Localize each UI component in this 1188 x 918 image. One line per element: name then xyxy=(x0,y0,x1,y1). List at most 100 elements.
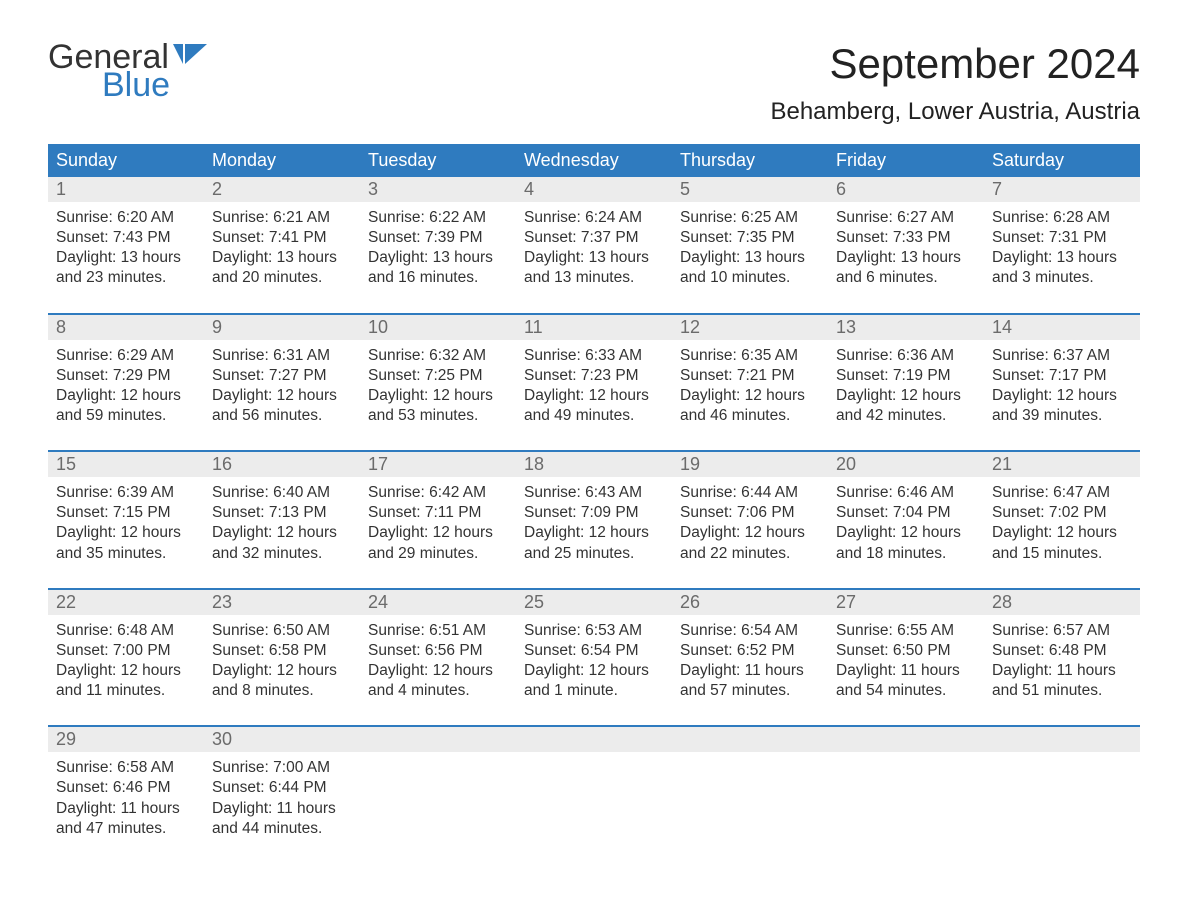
day-sunset: Sunset: 7:09 PM xyxy=(524,503,664,523)
day-dl2: and 46 minutes. xyxy=(680,406,820,426)
day-dl2: and 22 minutes. xyxy=(680,544,820,564)
day-sunrise: Sunrise: 6:51 AM xyxy=(368,621,508,641)
day-cell: Sunrise: 6:47 AMSunset: 7:02 PMDaylight:… xyxy=(984,477,1140,564)
day-number: 2 xyxy=(204,177,360,202)
day-sunrise: Sunrise: 6:31 AM xyxy=(212,346,352,366)
day-sunrise: Sunrise: 6:55 AM xyxy=(836,621,976,641)
day-dl1: Daylight: 12 hours xyxy=(992,523,1132,543)
day-sunset: Sunset: 7:15 PM xyxy=(56,503,196,523)
day-number: 26 xyxy=(672,590,828,615)
day-number: 23 xyxy=(204,590,360,615)
day-sunrise: Sunrise: 6:29 AM xyxy=(56,346,196,366)
day-sunset: Sunset: 7:00 PM xyxy=(56,641,196,661)
day-sunset: Sunset: 6:50 PM xyxy=(836,641,976,661)
day-sunrise: Sunrise: 6:28 AM xyxy=(992,208,1132,228)
day-sunset: Sunset: 7:33 PM xyxy=(836,228,976,248)
day-cell: Sunrise: 6:24 AMSunset: 7:37 PMDaylight:… xyxy=(516,202,672,289)
day-sunset: Sunset: 6:58 PM xyxy=(212,641,352,661)
day-dl2: and 51 minutes. xyxy=(992,681,1132,701)
day-number: 20 xyxy=(828,452,984,477)
logo-word-blue: Blue xyxy=(102,68,207,102)
day-sunset: Sunset: 7:37 PM xyxy=(524,228,664,248)
day-number: 13 xyxy=(828,315,984,340)
day-sunset: Sunset: 6:48 PM xyxy=(992,641,1132,661)
day-number: 25 xyxy=(516,590,672,615)
day-dl1: Daylight: 11 hours xyxy=(56,799,196,819)
day-sunset: Sunset: 7:23 PM xyxy=(524,366,664,386)
day-dl1: Daylight: 12 hours xyxy=(212,386,352,406)
day-sunset: Sunset: 7:29 PM xyxy=(56,366,196,386)
day-sunrise: Sunrise: 6:25 AM xyxy=(680,208,820,228)
day-sunrise: Sunrise: 6:32 AM xyxy=(368,346,508,366)
day-cell: Sunrise: 6:22 AMSunset: 7:39 PMDaylight:… xyxy=(360,202,516,289)
dow-header: Sunday xyxy=(48,144,204,177)
day-dl1: Daylight: 12 hours xyxy=(836,386,976,406)
day-sunset: Sunset: 7:04 PM xyxy=(836,503,976,523)
day-number xyxy=(984,727,1140,752)
day-dl1: Daylight: 12 hours xyxy=(212,523,352,543)
day-dl2: and 56 minutes. xyxy=(212,406,352,426)
day-number: 22 xyxy=(48,590,204,615)
day-sunset: Sunset: 6:52 PM xyxy=(680,641,820,661)
day-number: 1 xyxy=(48,177,204,202)
day-sunset: Sunset: 6:54 PM xyxy=(524,641,664,661)
day-dl1: Daylight: 12 hours xyxy=(524,386,664,406)
day-sunrise: Sunrise: 6:47 AM xyxy=(992,483,1132,503)
day-number: 24 xyxy=(360,590,516,615)
day-cell: Sunrise: 6:27 AMSunset: 7:33 PMDaylight:… xyxy=(828,202,984,289)
day-dl2: and 25 minutes. xyxy=(524,544,664,564)
day-number xyxy=(828,727,984,752)
day-dl1: Daylight: 12 hours xyxy=(56,523,196,543)
day-dl2: and 44 minutes. xyxy=(212,819,352,839)
day-sunrise: Sunrise: 6:42 AM xyxy=(368,483,508,503)
day-dl1: Daylight: 12 hours xyxy=(524,661,664,681)
day-dl1: Daylight: 12 hours xyxy=(524,523,664,543)
day-dl2: and 18 minutes. xyxy=(836,544,976,564)
day-cell: Sunrise: 6:48 AMSunset: 7:00 PMDaylight:… xyxy=(48,615,204,702)
day-dl2: and 29 minutes. xyxy=(368,544,508,564)
day-sunrise: Sunrise: 6:33 AM xyxy=(524,346,664,366)
day-number: 4 xyxy=(516,177,672,202)
day-sunrise: Sunrise: 6:35 AM xyxy=(680,346,820,366)
day-sunrise: Sunrise: 6:37 AM xyxy=(992,346,1132,366)
day-dl2: and 59 minutes. xyxy=(56,406,196,426)
day-number: 5 xyxy=(672,177,828,202)
day-cell: Sunrise: 6:51 AMSunset: 6:56 PMDaylight:… xyxy=(360,615,516,702)
calendar-grid: SundayMondayTuesdayWednesdayThursdayFrid… xyxy=(48,144,1140,839)
day-cell: Sunrise: 6:28 AMSunset: 7:31 PMDaylight:… xyxy=(984,202,1140,289)
day-sunrise: Sunrise: 6:36 AM xyxy=(836,346,976,366)
day-cell: Sunrise: 6:31 AMSunset: 7:27 PMDaylight:… xyxy=(204,340,360,427)
day-cell: Sunrise: 6:58 AMSunset: 6:46 PMDaylight:… xyxy=(48,752,204,839)
day-dl2: and 15 minutes. xyxy=(992,544,1132,564)
day-sunset: Sunset: 7:35 PM xyxy=(680,228,820,248)
day-sunset: Sunset: 6:44 PM xyxy=(212,778,352,798)
day-dl2: and 8 minutes. xyxy=(212,681,352,701)
day-number: 19 xyxy=(672,452,828,477)
day-cell: Sunrise: 6:20 AMSunset: 7:43 PMDaylight:… xyxy=(48,202,204,289)
day-cell xyxy=(516,752,672,839)
day-dl2: and 23 minutes. xyxy=(56,268,196,288)
day-number: 11 xyxy=(516,315,672,340)
day-number: 21 xyxy=(984,452,1140,477)
day-number: 18 xyxy=(516,452,672,477)
day-dl1: Daylight: 13 hours xyxy=(56,248,196,268)
day-cell: Sunrise: 6:37 AMSunset: 7:17 PMDaylight:… xyxy=(984,340,1140,427)
day-cell: Sunrise: 6:21 AMSunset: 7:41 PMDaylight:… xyxy=(204,202,360,289)
day-sunrise: Sunrise: 7:00 AM xyxy=(212,758,352,778)
day-dl1: Daylight: 12 hours xyxy=(368,386,508,406)
dow-header: Tuesday xyxy=(360,144,516,177)
day-sunset: Sunset: 7:27 PM xyxy=(212,366,352,386)
day-sunrise: Sunrise: 6:21 AM xyxy=(212,208,352,228)
day-sunset: Sunset: 7:19 PM xyxy=(836,366,976,386)
day-dl1: Daylight: 13 hours xyxy=(680,248,820,268)
day-cell: Sunrise: 6:36 AMSunset: 7:19 PMDaylight:… xyxy=(828,340,984,427)
day-cell xyxy=(828,752,984,839)
day-dl2: and 3 minutes. xyxy=(992,268,1132,288)
day-cell: Sunrise: 6:32 AMSunset: 7:25 PMDaylight:… xyxy=(360,340,516,427)
day-dl1: Daylight: 13 hours xyxy=(368,248,508,268)
day-cell: Sunrise: 7:00 AMSunset: 6:44 PMDaylight:… xyxy=(204,752,360,839)
day-dl2: and 47 minutes. xyxy=(56,819,196,839)
day-sunset: Sunset: 7:43 PM xyxy=(56,228,196,248)
dow-header: Friday xyxy=(828,144,984,177)
day-number xyxy=(360,727,516,752)
